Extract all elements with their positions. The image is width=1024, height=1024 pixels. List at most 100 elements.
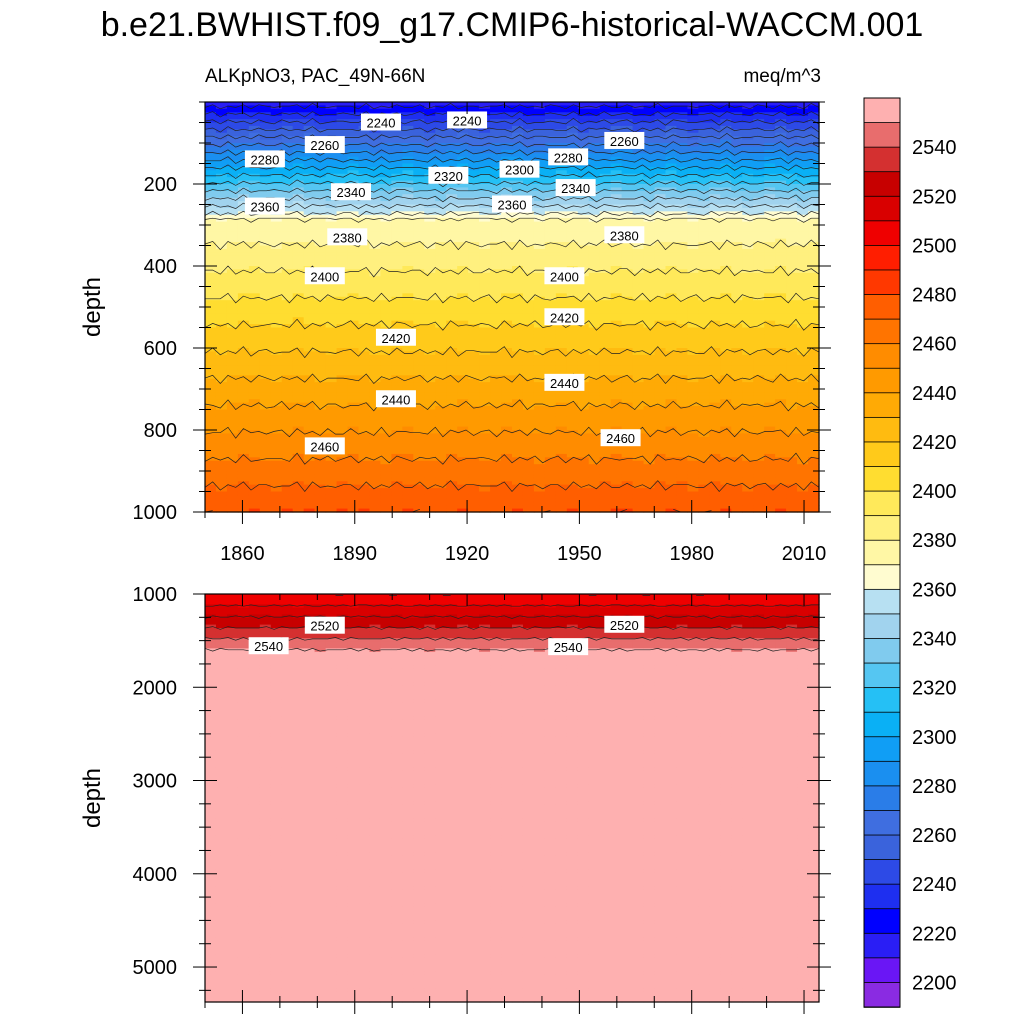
contour-cell: [380, 204, 392, 209]
contour-cell: [533, 136, 546, 141]
contour-cell: [501, 354, 513, 359]
contour-cell: [555, 129, 568, 134]
contour-cell: [621, 392, 634, 397]
contour-cell: [336, 283, 349, 288]
contour-cell: [457, 368, 469, 373]
contour-cell: [446, 184, 458, 189]
contour-cell: [643, 279, 656, 284]
contour-cell: [380, 211, 392, 216]
contour-cell: [632, 170, 645, 175]
contour-cell: [215, 474, 228, 479]
contour-cell: [270, 419, 283, 424]
contour-cell: [490, 389, 502, 394]
contour-cell: [292, 112, 305, 117]
contour-cell: [281, 395, 294, 400]
contour-cell: [643, 149, 656, 154]
contour-cell: [281, 259, 294, 264]
contour-cell: [259, 310, 272, 315]
contour-cell: [270, 433, 283, 438]
contour-cell: [369, 173, 382, 178]
contour-cell: [621, 406, 634, 411]
contour-cell: [336, 214, 349, 219]
contour-cell: [205, 354, 217, 359]
contour-cell: [259, 293, 272, 298]
contour-cell: [512, 324, 524, 329]
contour-cell: [205, 262, 217, 267]
contour-cell: [566, 433, 579, 438]
contour-cell: [380, 430, 392, 435]
contour-cell: [259, 494, 272, 499]
contour-cell: [424, 494, 436, 499]
contour-cell: [205, 399, 217, 404]
contour-cell: [369, 221, 382, 226]
contour-cell: [512, 457, 524, 462]
contour-cell: [522, 115, 535, 120]
contour-cell: [391, 467, 403, 472]
contour-cell: [292, 125, 305, 130]
contour-cell: [314, 505, 327, 510]
contour-cell: [369, 385, 382, 390]
contour-cell: [226, 163, 239, 168]
contour-cell: [226, 303, 239, 308]
contour-cell: [501, 385, 513, 390]
contour-cell: [588, 341, 601, 346]
contour-cell: [599, 416, 612, 421]
contour-cell: [490, 464, 502, 469]
contour-cell: [435, 310, 447, 315]
contour-cell: [654, 276, 667, 281]
contour-cell: [380, 207, 392, 212]
contour-cell: [270, 430, 283, 435]
contour-cell: [205, 423, 217, 428]
contour-cell: [237, 211, 250, 216]
contour-cell: [281, 361, 294, 366]
contour-cell: [402, 464, 414, 469]
contour-cell: [336, 430, 349, 435]
contour-cell: [380, 170, 392, 175]
contour-cell: [468, 132, 480, 137]
contour-cell: [632, 207, 645, 212]
contour-cell: [424, 471, 436, 476]
contour-cell: [237, 416, 250, 421]
contour-cell: [522, 371, 535, 376]
contour-cell: [413, 368, 425, 373]
contour-cell: [270, 491, 283, 496]
contour-cell: [303, 351, 316, 356]
contour-cell: [248, 433, 261, 438]
contour-cell: [391, 225, 403, 230]
contour-cell: [380, 262, 392, 267]
contour-cell: [336, 484, 349, 489]
contour-cell: [205, 307, 217, 312]
contour-cell: [490, 385, 502, 390]
contour-cell: [358, 426, 371, 431]
contour-cell: [544, 389, 557, 394]
contour-cell: [237, 245, 250, 250]
contour-cell: [512, 221, 524, 226]
contour-cell: [654, 327, 667, 332]
contour-cell: [599, 266, 612, 271]
contour-cell: [424, 361, 436, 366]
contour-cell: [588, 508, 601, 513]
contour-cell: [566, 296, 579, 301]
contour-cell: [215, 296, 228, 301]
contour-cell: [566, 207, 579, 212]
contour-cell: [347, 166, 360, 171]
contour-cell: [237, 204, 250, 209]
contour-cell: [358, 300, 371, 305]
contour-cell: [479, 351, 491, 356]
contour-cell: [446, 477, 458, 482]
contour-cell: [588, 334, 601, 339]
contour-cell: [248, 228, 261, 233]
contour-cell: [501, 412, 513, 417]
contour-cell: [512, 477, 524, 482]
contour-cell: [643, 330, 656, 335]
contour-cell: [391, 211, 403, 216]
contour-cell: [248, 293, 261, 298]
contour-cell: [555, 488, 568, 493]
contour-cell: [270, 423, 283, 428]
contour-cell: [347, 132, 360, 137]
contour-cell: [435, 341, 447, 346]
contour-cell: [205, 501, 217, 506]
contour-cell: [325, 255, 338, 260]
contour-cell: [588, 419, 601, 424]
contour-cell: [248, 184, 261, 189]
